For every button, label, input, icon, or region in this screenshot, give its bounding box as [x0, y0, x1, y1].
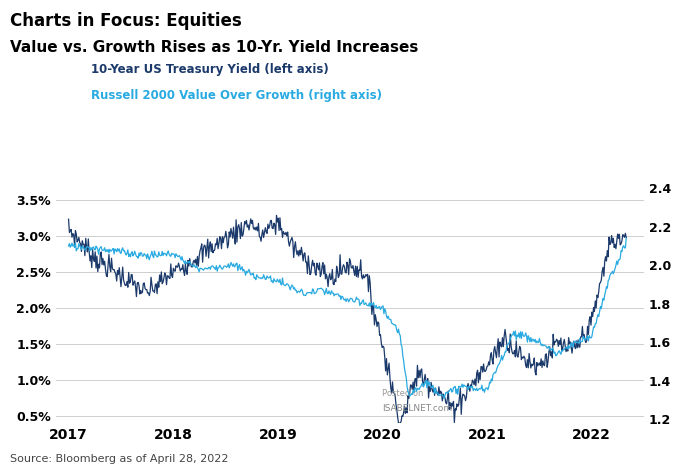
Text: Posted on: Posted on: [382, 389, 424, 398]
Text: Russell 2000 Value Over Growth (right axis): Russell 2000 Value Over Growth (right ax…: [91, 89, 382, 102]
Text: 10-Year US Treasury Yield (left axis): 10-Year US Treasury Yield (left axis): [91, 63, 329, 77]
Text: Value vs. Growth Rises as 10-Yr. Yield Increases: Value vs. Growth Rises as 10-Yr. Yield I…: [10, 40, 419, 55]
Text: Charts in Focus: Equities: Charts in Focus: Equities: [10, 12, 242, 30]
Text: Source: Bloomberg as of April 28, 2022: Source: Bloomberg as of April 28, 2022: [10, 454, 229, 464]
Text: ISABELNET.com: ISABELNET.com: [382, 404, 452, 413]
